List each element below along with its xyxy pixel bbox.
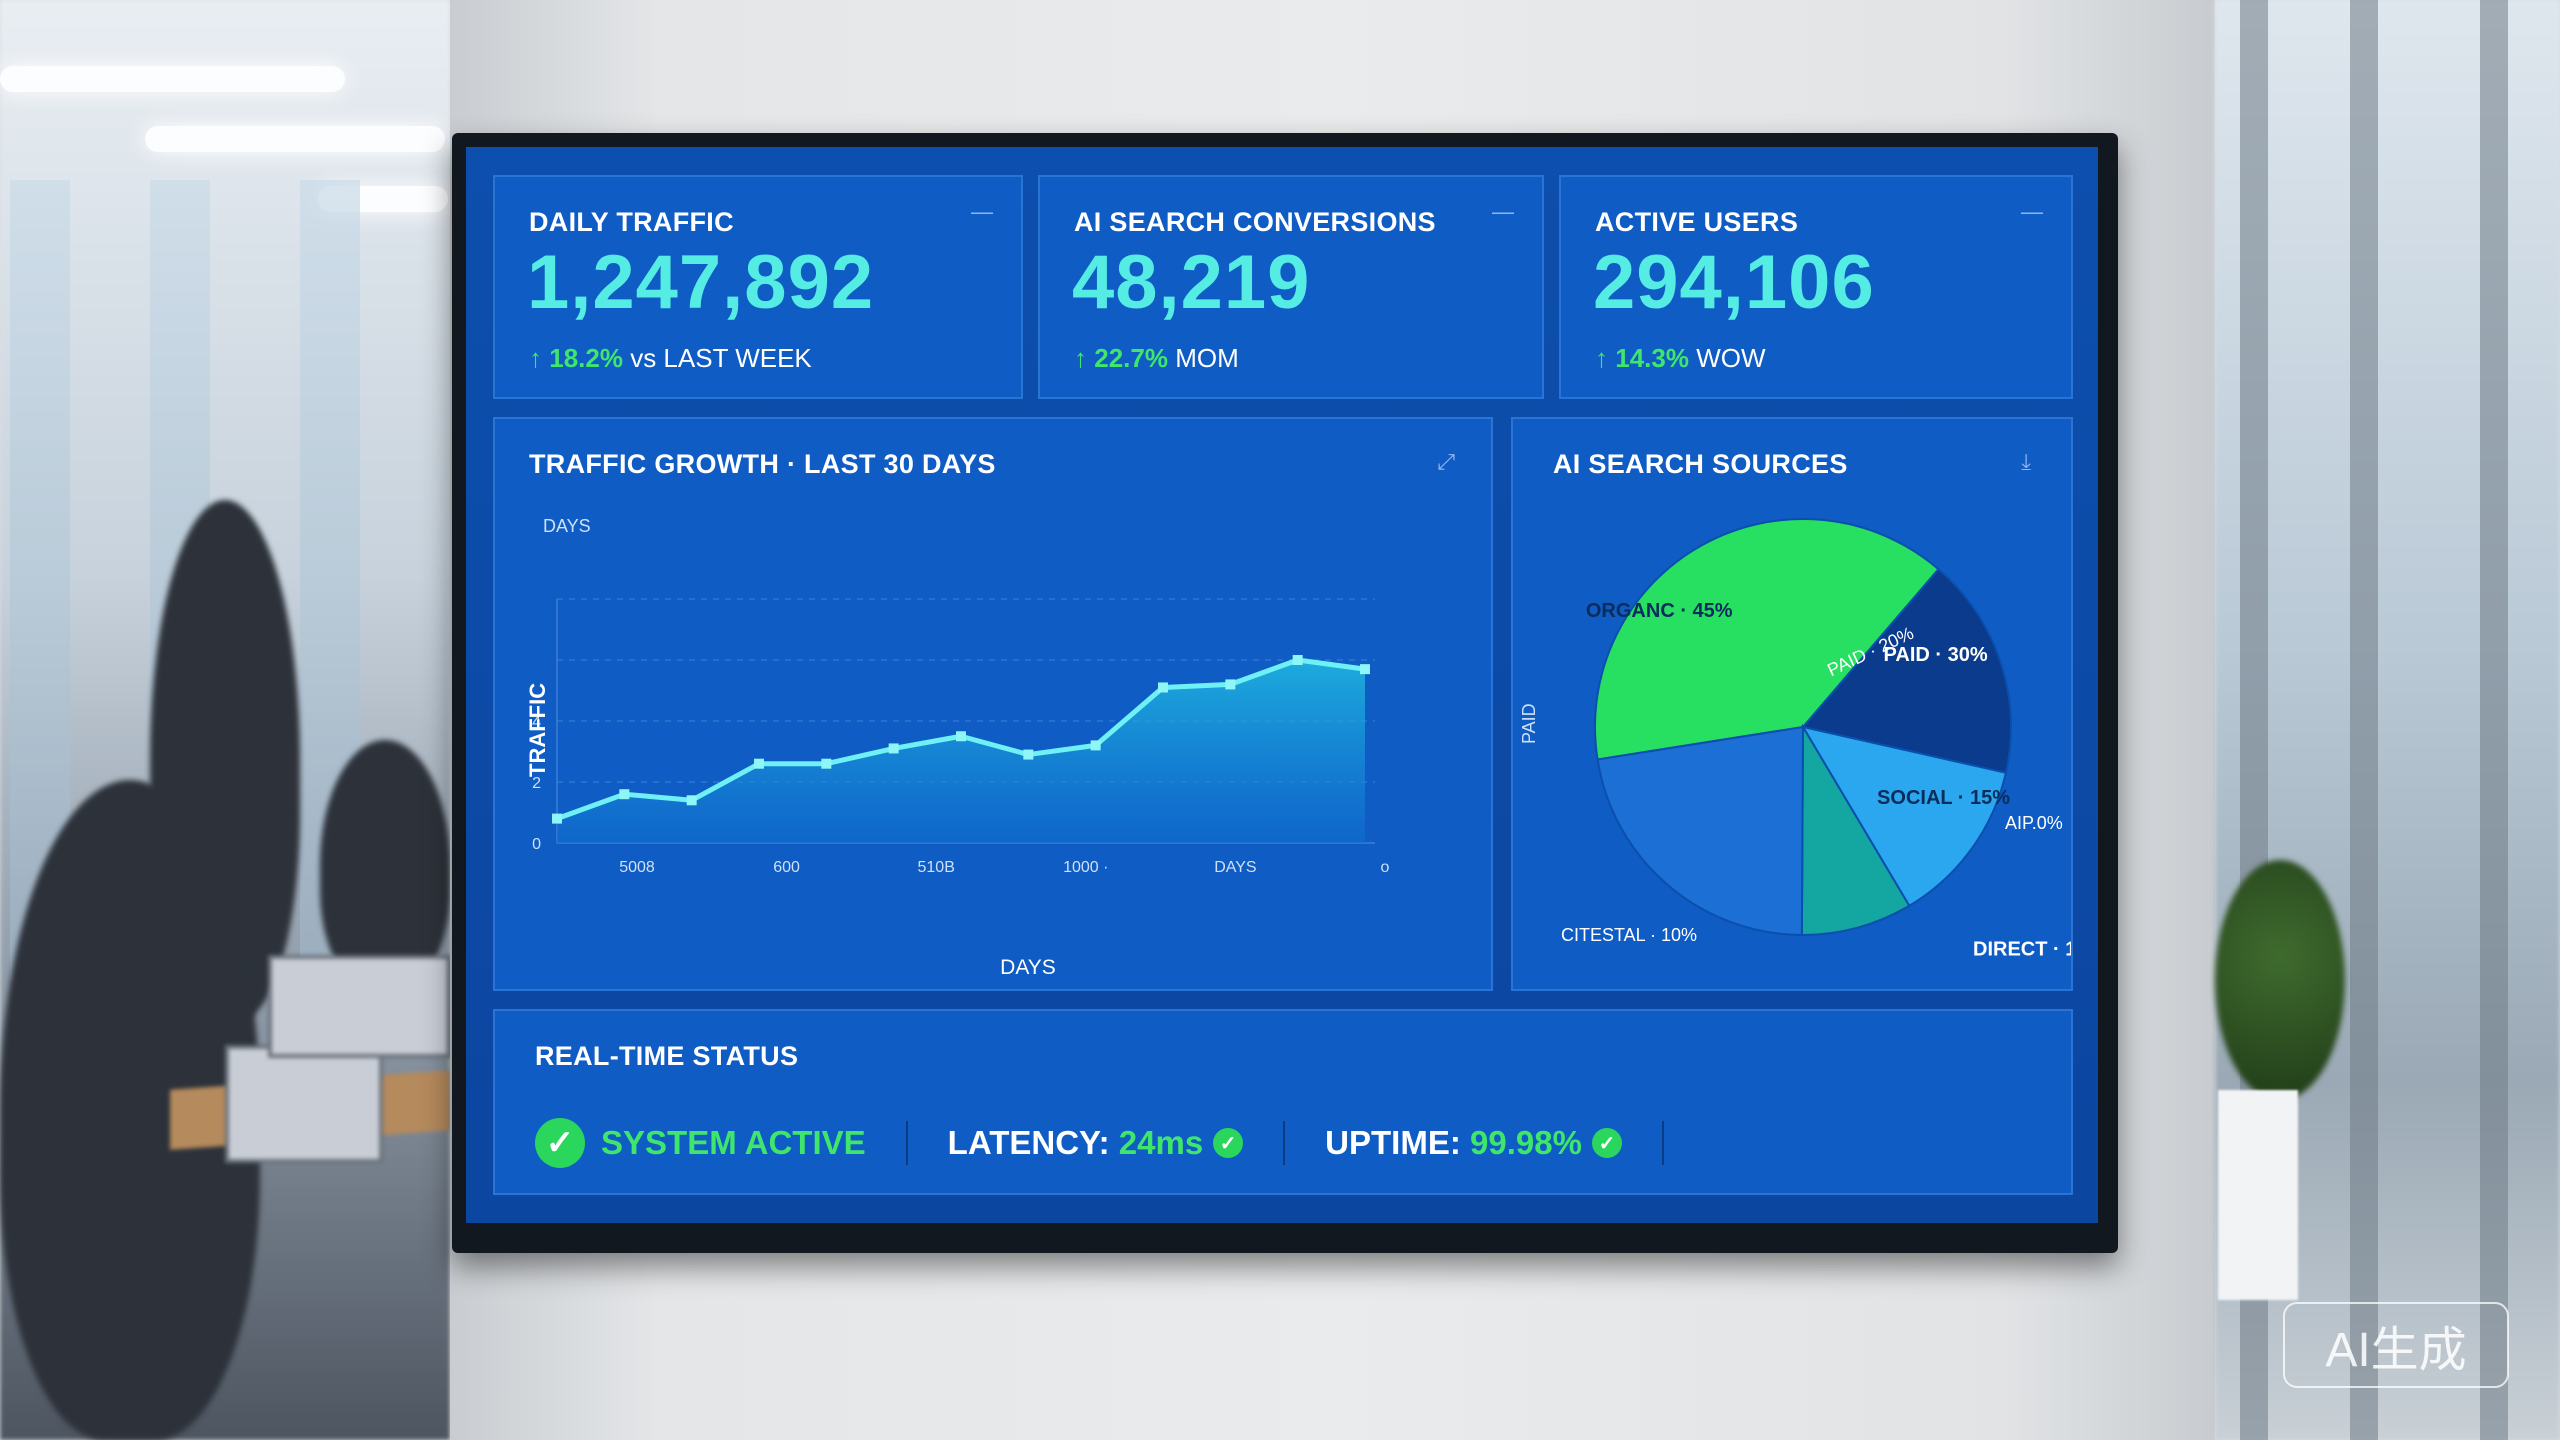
divider bbox=[1661, 1121, 1664, 1165]
chart-corner-label: DAYS bbox=[543, 516, 591, 536]
x-tick-label: 5008 bbox=[619, 859, 655, 876]
check-circle-icon: ✓ bbox=[1591, 1128, 1622, 1158]
pie-slice-label: SOCIAL · 15% bbox=[1877, 787, 2010, 809]
y-tick-label: 4 bbox=[532, 714, 541, 731]
pie-extra-label: AIP.0% bbox=[2005, 813, 2063, 833]
kpi-title: DAILY TRAFFIC bbox=[529, 207, 734, 237]
uptime-value: 99.98% bbox=[1470, 1124, 1582, 1161]
data-point bbox=[1292, 655, 1303, 665]
check-circle-icon: ✓ bbox=[535, 1118, 585, 1168]
latency-value: 24ms bbox=[1118, 1124, 1204, 1161]
data-point bbox=[956, 731, 966, 742]
kpi-change: ↑ 18.2% vs LAST WEEK bbox=[529, 343, 812, 374]
window-frame bbox=[2480, 0, 2508, 1440]
pie-slice-label: PAID · 30% bbox=[1884, 644, 1988, 666]
laptop bbox=[268, 955, 451, 1058]
kpi-value: 1,247,892 bbox=[527, 240, 875, 325]
x-tick-label: 600 bbox=[773, 859, 800, 876]
kpi-change-text: MOM bbox=[1175, 343, 1239, 373]
kpi-card-ai-search-conversions[interactable]: AI SEARCH CONVERSIONS — 48,219 ↑ 22.7% M… bbox=[1038, 175, 1544, 399]
y-axis-label: TRAFFIC bbox=[525, 683, 550, 777]
data-point bbox=[1360, 664, 1370, 675]
x-tick-label: 1000 · bbox=[1063, 859, 1108, 876]
arrow-up-icon: ↑ bbox=[529, 343, 542, 373]
status-row: ✓ SYSTEM ACTIVE LATENCY: 24ms ✓ UPTIME: … bbox=[535, 1113, 1704, 1173]
kpi-change: ↑ 14.3% WOW bbox=[1595, 343, 1766, 374]
panel-title: REAL-TIME STATUS bbox=[535, 1041, 799, 1071]
x-axis-label: DAYS bbox=[1000, 956, 1056, 979]
x-tick-label: 510B bbox=[918, 859, 955, 876]
kpi-card-active-users[interactable]: ACTIVE USERS — 294,106 ↑ 14.3% WOW bbox=[1559, 175, 2073, 399]
real-time-status-panel: REAL-TIME STATUS ✓ SYSTEM ACTIVE LATENCY… bbox=[493, 1009, 2073, 1195]
system-status-label: SYSTEM ACTIVE bbox=[601, 1124, 866, 1161]
pie-slice[interactable] bbox=[1800, 725, 2008, 908]
kpi-change-pct: 14.3% bbox=[1615, 343, 1689, 373]
kpi-title: ACTIVE USERS bbox=[1595, 207, 1799, 237]
pie-slice[interactable] bbox=[1594, 518, 1940, 761]
kpi-card-daily-traffic[interactable]: DAILY TRAFFIC — 1,247,892 ↑ 18.2% vs LAS… bbox=[493, 175, 1023, 399]
kpi-value: 48,219 bbox=[1072, 240, 1311, 325]
pie-slice[interactable] bbox=[1800, 723, 1911, 936]
data-point bbox=[754, 758, 764, 769]
pie-slice-label: DIRECT · 10% bbox=[1973, 938, 2071, 960]
kpi-change: ↑ 22.7% MOM bbox=[1074, 343, 1239, 374]
ai-search-sources-panel: AI SEARCH SOURCES ⤓ PAID ORGANC · 45% PAI… bbox=[1511, 417, 2073, 991]
uptime-label: UPTIME: bbox=[1325, 1124, 1461, 1161]
kpi-change-text: vs LAST WEEK bbox=[630, 343, 812, 373]
data-point bbox=[552, 813, 562, 824]
pie-extra-label: CITESTAL · 10% bbox=[1561, 925, 1697, 945]
kpi-title: AI SEARCH CONVERSIONS bbox=[1074, 207, 1436, 237]
kpi-change-pct: 18.2% bbox=[549, 343, 623, 373]
panel-title: TRAFFIC GROWTH · LAST 30 DAYS bbox=[529, 449, 996, 479]
data-point bbox=[686, 795, 697, 806]
plant bbox=[2215, 860, 2345, 1100]
check-circle-icon: ✓ bbox=[1213, 1128, 1244, 1158]
y-tick-label: 0 bbox=[532, 836, 541, 853]
kpi-change-pct: 22.7% bbox=[1094, 343, 1168, 373]
arrow-up-icon: ↑ bbox=[1595, 343, 1608, 373]
x-tick-label: o bbox=[1381, 859, 1390, 876]
data-point bbox=[619, 789, 630, 800]
download-icon[interactable]: ⤓ bbox=[2021, 449, 2031, 474]
ai-generated-watermark: AI生成 bbox=[2283, 1302, 2509, 1388]
kpi-change-text: WOW bbox=[1696, 343, 1766, 373]
data-point bbox=[1158, 682, 1168, 693]
card-menu-icon[interactable]: — bbox=[971, 199, 993, 224]
window-frame bbox=[2350, 0, 2378, 1440]
data-point bbox=[1023, 749, 1034, 760]
x-tick-label: DAYS bbox=[1214, 859, 1256, 876]
latency-label: LATENCY: bbox=[947, 1124, 1110, 1161]
data-point bbox=[821, 758, 832, 769]
expand-icon[interactable]: ⤢ bbox=[1437, 449, 1455, 474]
card-menu-icon[interactable]: — bbox=[1492, 199, 1514, 224]
uptime-status: UPTIME: 99.98% ✓ bbox=[1325, 1124, 1622, 1162]
data-point bbox=[1090, 740, 1101, 751]
data-point bbox=[888, 743, 899, 754]
traffic-growth-panel: TRAFFIC GROWTH · LAST 30 DAYS ⤢ DAYS 0 2 4… bbox=[493, 417, 1493, 991]
data-point bbox=[1225, 679, 1236, 690]
arrow-up-icon: ↑ bbox=[1074, 343, 1087, 373]
pie-slice[interactable] bbox=[1801, 567, 2012, 775]
panel-title: AI SEARCH SOURCES bbox=[1553, 449, 1848, 479]
plant-pot bbox=[2218, 1090, 2298, 1300]
sources-pie-chart: PAID ORGANC · 45%PAID · 30%PAID · 20%SOC… bbox=[1519, 518, 2071, 960]
pie-slice[interactable] bbox=[1596, 725, 1805, 937]
ceiling-light bbox=[0, 66, 345, 92]
y-tick-label: 2 bbox=[532, 775, 541, 792]
latency-status: LATENCY: 24ms ✓ bbox=[948, 1124, 1244, 1162]
divider bbox=[905, 1121, 908, 1165]
pie-side-label: PAID bbox=[1519, 703, 1539, 744]
pie-slice-label: ORGANC · 45% bbox=[1586, 600, 1733, 622]
dashboard-screen: DAILY TRAFFIC — 1,247,892 ↑ 18.2% vs LAS… bbox=[466, 147, 2098, 1223]
traffic-chart: DAYS 0 2 4 5008 600 510B 1000 · DAYS o TRAFFIC D… bbox=[525, 516, 1390, 979]
card-menu-icon[interactable]: — bbox=[2021, 199, 2043, 224]
system-status: ✓ SYSTEM ACTIVE bbox=[535, 1118, 866, 1168]
ceiling-light bbox=[145, 126, 445, 152]
divider bbox=[1283, 1121, 1286, 1165]
seated-person bbox=[320, 740, 450, 990]
laptop bbox=[225, 1045, 383, 1163]
kpi-value: 294,106 bbox=[1593, 240, 1875, 325]
traffic-area bbox=[557, 660, 1365, 843]
